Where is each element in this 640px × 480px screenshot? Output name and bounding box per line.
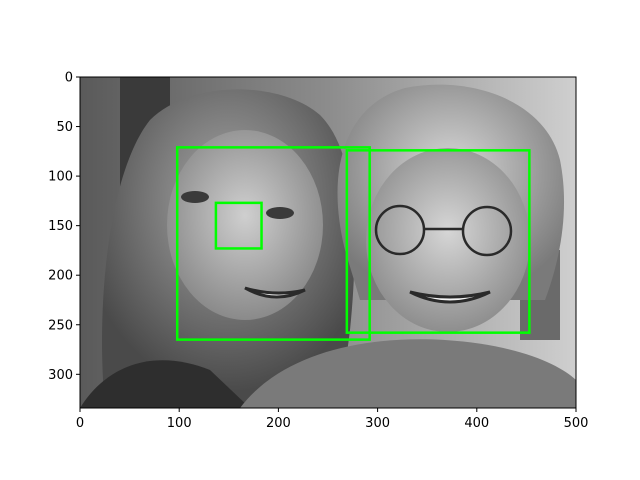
left-person-eye-right — [266, 207, 294, 219]
y-tick-label: 250 — [48, 318, 73, 333]
plot-frame — [79, 76, 577, 409]
y-tick-label: 0 — [65, 71, 73, 86]
left-person-mouth — [244, 286, 306, 299]
detection-boxes — [175, 146, 531, 341]
y-tick-label: 200 — [48, 269, 73, 284]
y-tick-label: 50 — [56, 120, 73, 135]
y-tick-label: 100 — [48, 170, 73, 185]
left-person-eye-left — [181, 191, 209, 203]
x-tick-label: 0 — [76, 416, 84, 431]
right-person-face — [366, 148, 530, 332]
eye-detection-box — [214, 201, 263, 250]
left-person-face — [167, 130, 323, 320]
x-tick-label: 300 — [365, 416, 390, 431]
x-tick-label: 200 — [266, 416, 291, 431]
face-detection-box — [175, 146, 371, 341]
right-person-shirt — [240, 339, 576, 408]
left-person-shoulder — [80, 360, 250, 408]
right-person-glasses-right — [461, 205, 513, 257]
face-detection-box — [345, 149, 531, 334]
right-person-mouth — [409, 290, 491, 304]
x-axis: 0 100 200 300 400 500 — [76, 408, 589, 431]
x-tick-label: 100 — [167, 416, 192, 431]
photo — [80, 77, 576, 408]
x-tick-label: 400 — [464, 416, 489, 431]
x-tick-label: 500 — [564, 416, 589, 431]
y-axis: 0 50 100 150 200 250 300 — [48, 71, 80, 383]
y-tick-label: 300 — [48, 368, 73, 383]
y-tick-label: 150 — [48, 219, 73, 234]
